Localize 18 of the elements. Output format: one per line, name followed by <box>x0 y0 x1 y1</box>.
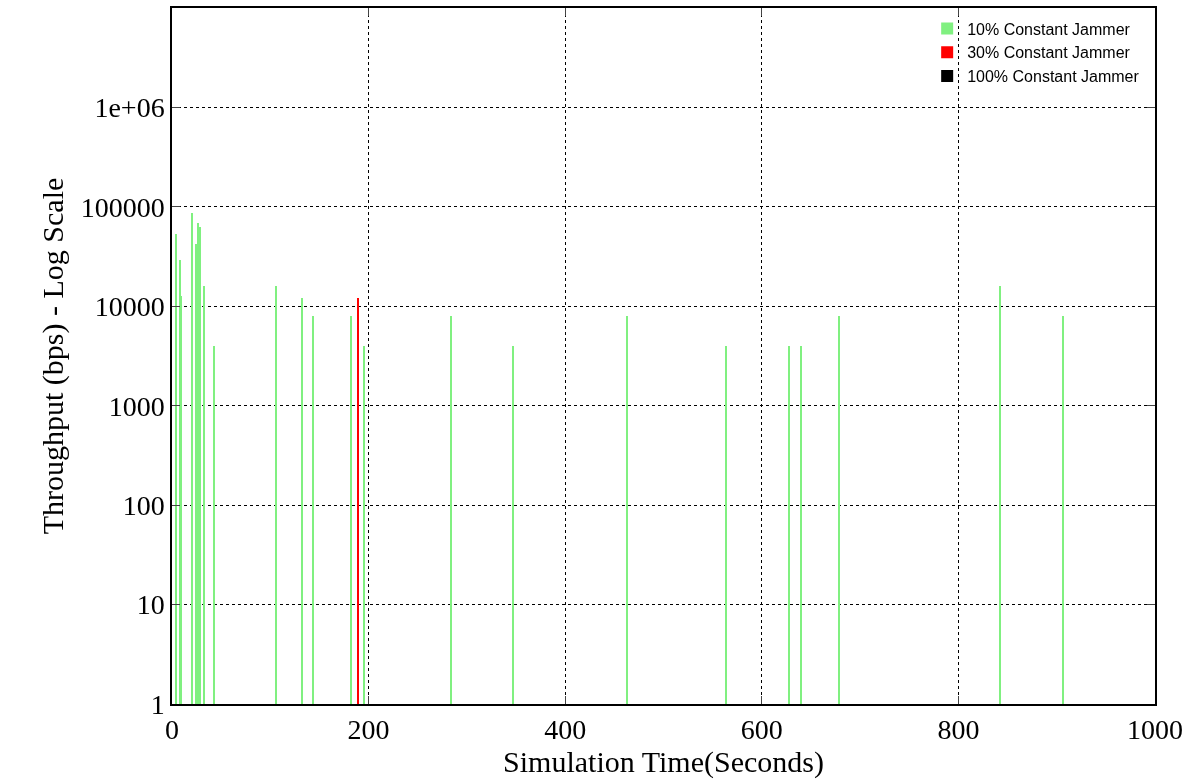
legend-label: 10% Constant Jammer <box>967 20 1131 38</box>
x-tick-label: 600 <box>740 714 783 746</box>
y-tick-label: 100000 <box>80 191 165 223</box>
x-tick-label: 0 <box>165 714 179 746</box>
x-tick-label: 800 <box>937 714 980 746</box>
y-tick-label: 1e+06 <box>94 92 165 124</box>
y-tick-label: 100 <box>122 489 165 521</box>
y-tick-label: 1000 <box>108 390 165 422</box>
x-tick-label: 200 <box>347 714 390 746</box>
y-tick-label: 1 <box>150 688 165 720</box>
x-axis-title: Simulation Time(Seconds) <box>503 745 824 780</box>
y-tick-label: 10 <box>136 589 165 621</box>
x-tick-label: 1000 <box>1127 714 1183 746</box>
x-tick-label: 400 <box>544 714 587 746</box>
legend-label: 30% Constant Jammer <box>967 44 1131 62</box>
y-tick-label: 10000 <box>94 291 165 323</box>
y-axis-title: Throughput (bps) - Log Scale <box>36 177 71 535</box>
legend-label: 100% Constant Jammer <box>967 68 1140 86</box>
